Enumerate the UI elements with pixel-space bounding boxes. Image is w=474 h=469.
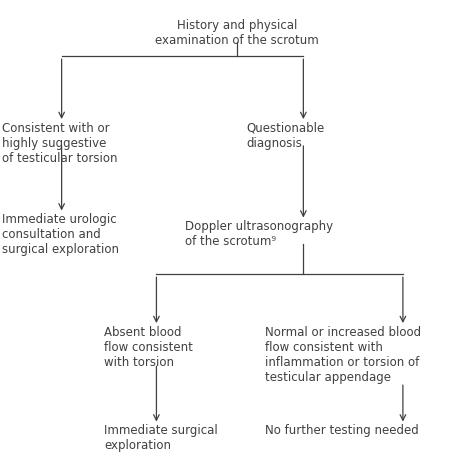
Text: Immediate urologic
consultation and
surgical exploration: Immediate urologic consultation and surg… <box>2 213 119 257</box>
Text: Normal or increased blood
flow consistent with
inflammation or torsion of
testic: Normal or increased blood flow consisten… <box>265 326 421 384</box>
Text: No further testing needed: No further testing needed <box>265 424 419 438</box>
Text: Immediate surgical
exploration: Immediate surgical exploration <box>104 424 218 453</box>
Text: History and physical
examination of the scrotum: History and physical examination of the … <box>155 19 319 47</box>
Text: Absent blood
flow consistent
with torsion: Absent blood flow consistent with torsio… <box>104 326 193 369</box>
Text: Questionable
diagnosis: Questionable diagnosis <box>246 122 325 150</box>
Text: Consistent with or
highly suggestive
of testicular torsion: Consistent with or highly suggestive of … <box>2 122 118 165</box>
Text: Doppler ultrasonography
of the scrotum⁹: Doppler ultrasonography of the scrotum⁹ <box>185 220 333 249</box>
